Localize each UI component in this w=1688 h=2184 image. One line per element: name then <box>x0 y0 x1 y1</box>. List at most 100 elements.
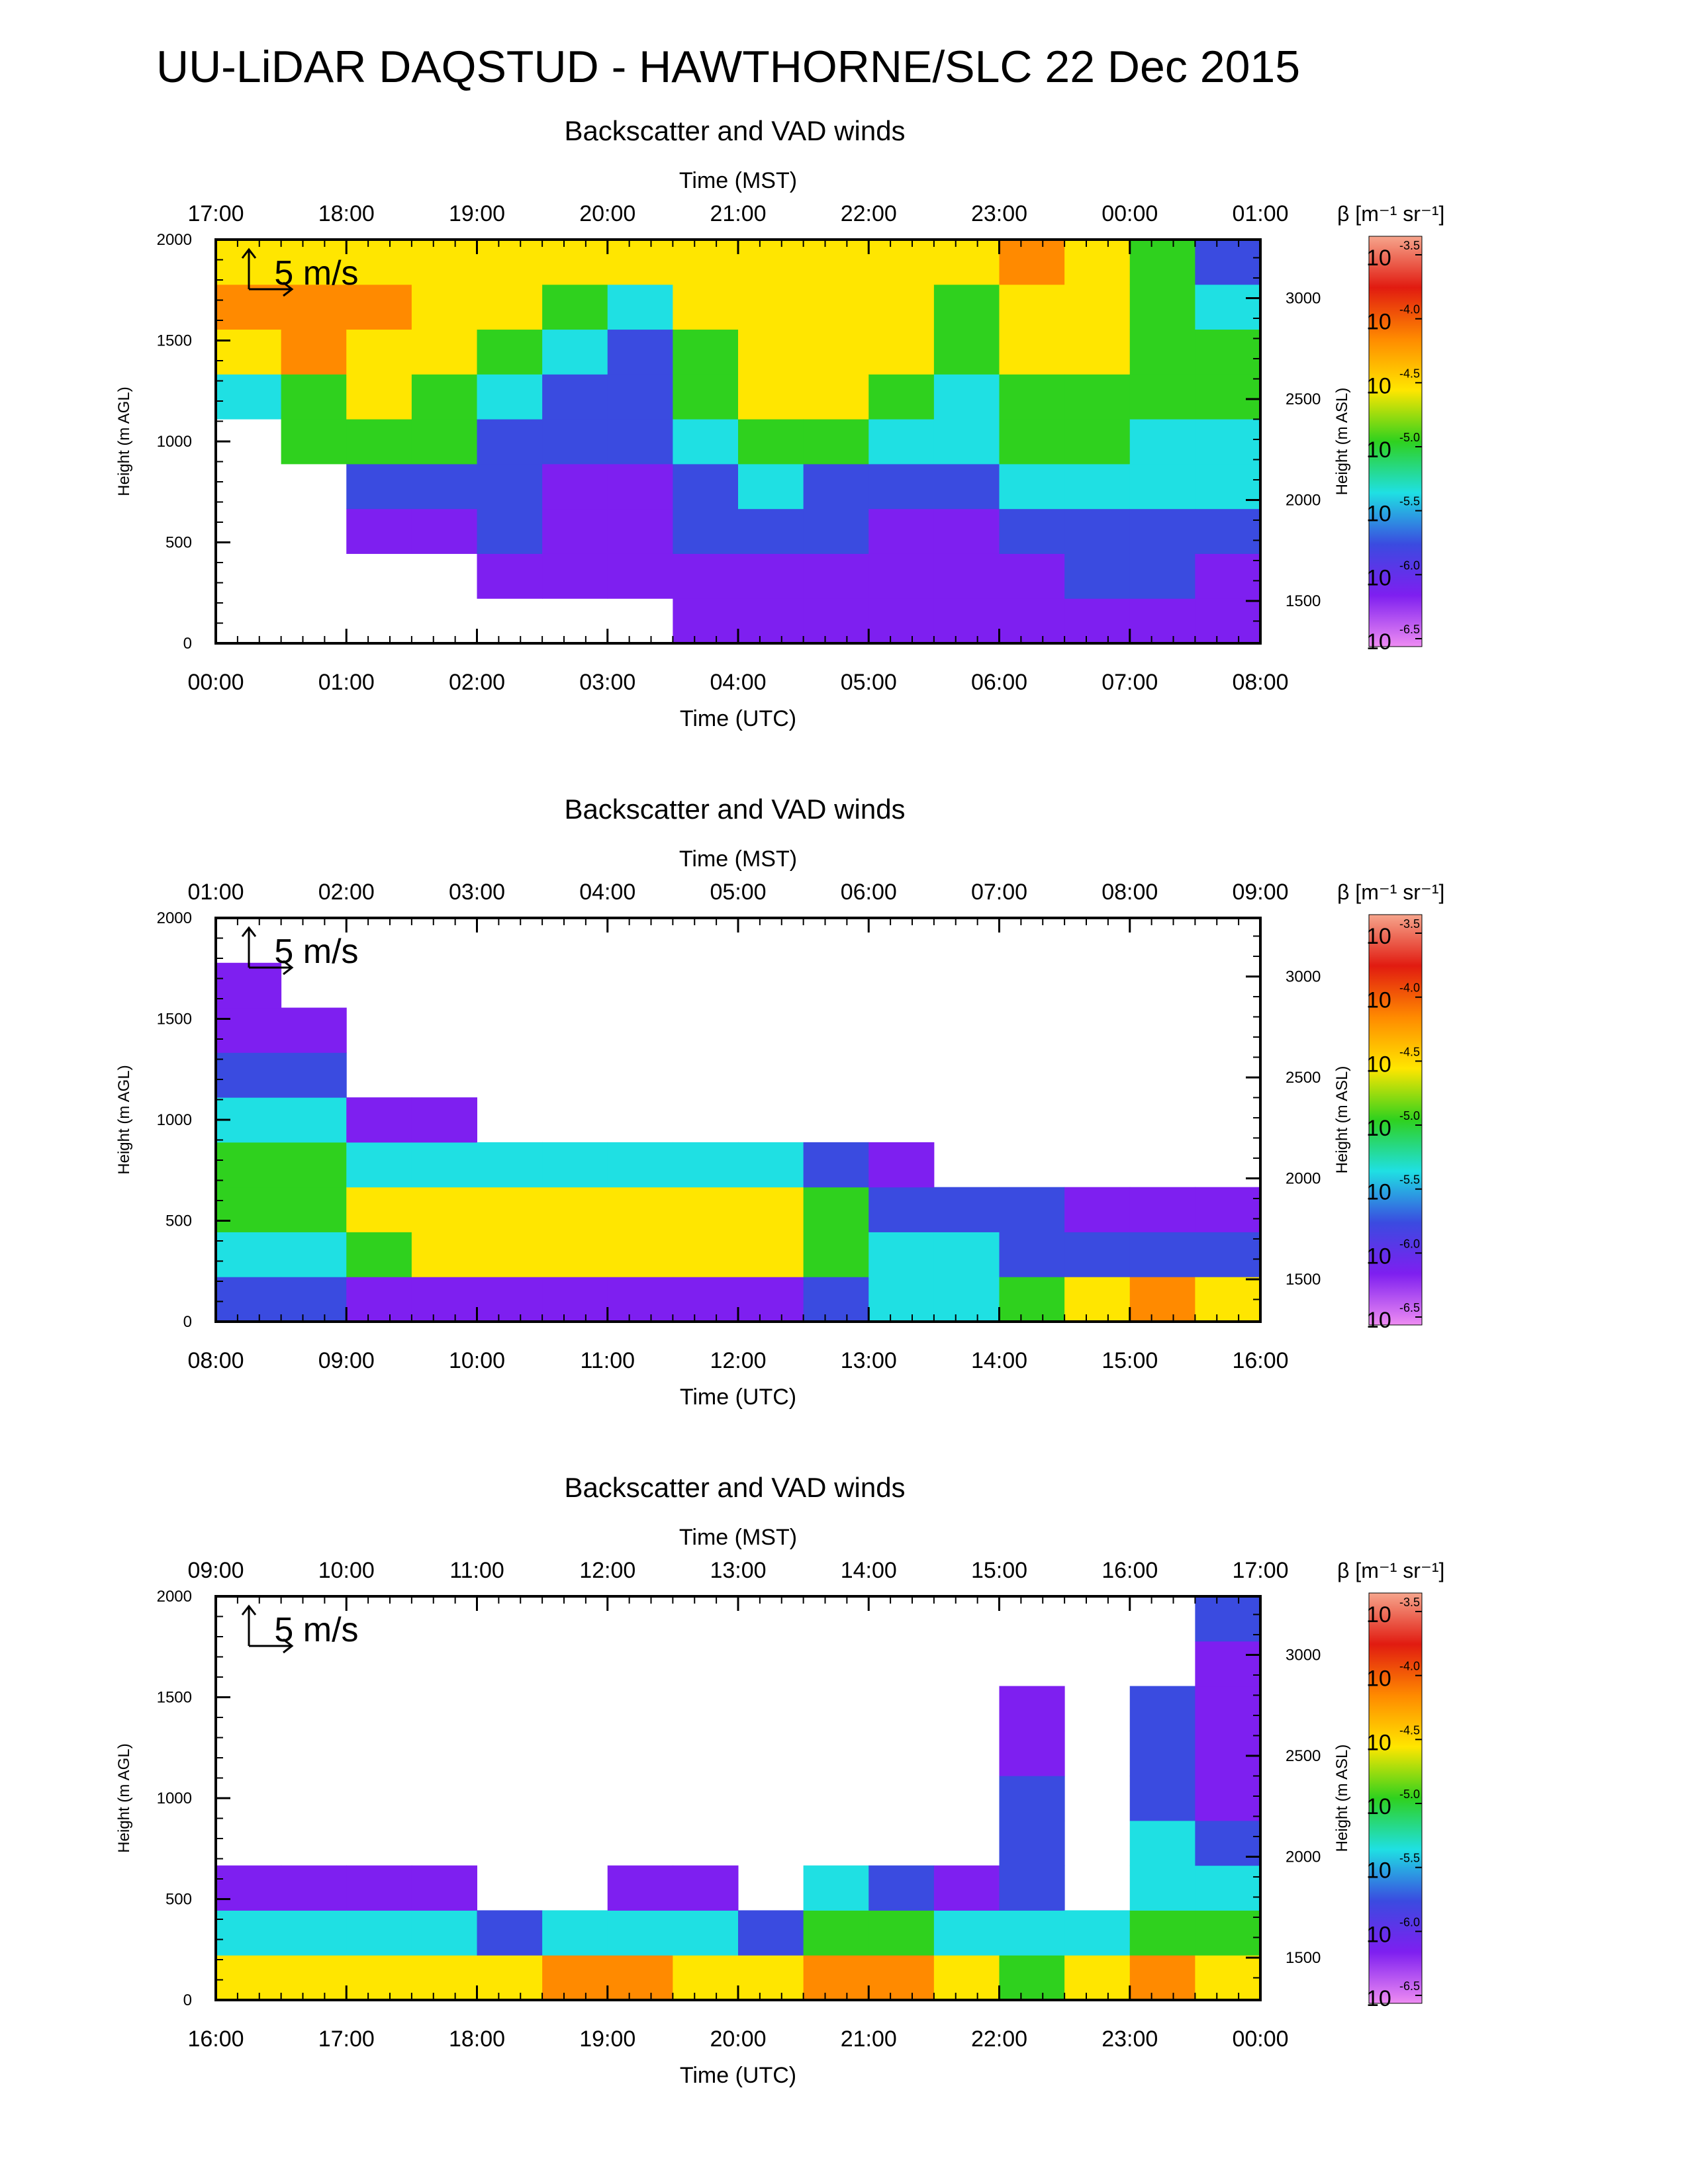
colorbar-tick-exponent: -5.0 <box>1399 1109 1420 1122</box>
panel-title: Backscatter and VAD winds <box>564 115 905 146</box>
heatmap-cell <box>1064 598 1131 644</box>
heatmap-cell <box>411 1097 477 1143</box>
y-tick-label: 1000 <box>157 1111 192 1129</box>
heatmap-cell <box>868 1187 935 1232</box>
heatmap-cell <box>346 1277 412 1322</box>
heatmap-cell <box>216 1955 282 2001</box>
x-tick-label-top: 05:00 <box>710 880 766 905</box>
colorbar-tick-exponent: -6.5 <box>1399 1301 1420 1314</box>
y-tick-label-right: 2500 <box>1286 1069 1321 1087</box>
heatmap-cell <box>477 419 543 465</box>
heatmap-cell <box>1129 1820 1196 1866</box>
heatmap-cell <box>1064 1277 1131 1322</box>
heatmap-cell <box>1195 329 1261 375</box>
heatmap-cell <box>803 329 869 375</box>
heatmap-cell <box>999 1955 1065 2001</box>
top-axis-label: Time (MST) <box>679 168 797 193</box>
heatmap-cell <box>738 1232 804 1277</box>
heatmap-cell <box>411 508 477 554</box>
heatmap-cell <box>999 1776 1065 1821</box>
heatmap-cell <box>803 508 869 554</box>
heatmap-cell <box>477 1142 543 1188</box>
heatmap-cell <box>542 553 608 599</box>
x-tick-label-top: 12:00 <box>579 1558 635 1583</box>
x-tick-label: 16:00 <box>1232 1348 1288 1373</box>
left-axis-label: Height (m AGL) <box>115 1065 133 1174</box>
colorbar-tick-exponent: -3.5 <box>1399 917 1420 931</box>
heatmap-cell <box>999 1731 1065 1776</box>
heatmap-cell <box>868 1277 935 1322</box>
heatmap-cell <box>346 1910 412 1956</box>
colorbar-label: β [m⁻¹ sr⁻¹] <box>1337 1559 1444 1582</box>
colorbar-tick-label: 10 <box>1366 988 1391 1013</box>
heatmap-cell <box>281 1007 347 1053</box>
heatmap-cell <box>411 1910 477 1956</box>
heatmap-cell <box>933 1187 1000 1232</box>
panel-2: Backscatter and VAD winds Time (MST) 08:00… <box>115 794 1444 1410</box>
x-tick-label: 19:00 <box>579 2026 635 2052</box>
heatmap-cell <box>281 374 347 420</box>
heatmap-cell <box>607 553 673 599</box>
heatmap-cell <box>673 553 739 599</box>
heatmap-cell <box>607 1865 673 1911</box>
heatmap-cell <box>542 1232 608 1277</box>
heatmap-cell <box>1195 1776 1261 1821</box>
x-tick-label: 18:00 <box>449 2026 505 2052</box>
page-title: UU-LiDAR DAQSTUD - HAWTHORNE/SLC 22 Dec … <box>156 42 1301 92</box>
heatmap-cell <box>281 1142 347 1188</box>
heatmap-cell <box>999 1277 1065 1322</box>
heatmap-cell <box>738 598 804 644</box>
heatmap-cell <box>999 329 1065 375</box>
x-tick-label-top: 17:00 <box>1232 1558 1288 1583</box>
heatmap-cell <box>803 1187 869 1232</box>
heatmap-cell <box>999 1910 1065 1956</box>
heatmap-cell <box>868 553 935 599</box>
heatmap-cell <box>346 1187 412 1232</box>
colorbar: β [m⁻¹ sr⁻¹] 10 -3.5 10 -4.0 10 -4.5 10 -5.0 10 -5… <box>1337 202 1444 655</box>
heatmap-cell <box>542 1277 608 1322</box>
heatmap-cell <box>1195 1955 1261 2001</box>
heatmap-cell <box>1129 284 1196 330</box>
heatmap-cell <box>1195 553 1261 599</box>
y-tick-label: 0 <box>183 1991 192 2009</box>
heatmap-cell <box>673 1955 739 2001</box>
x-tick-label-top: 02:00 <box>318 880 375 905</box>
top-axis-label: Time (MST) <box>679 1525 797 1550</box>
heatmap-cell <box>803 1277 869 1322</box>
heatmap-cell <box>673 284 739 330</box>
heatmap-cell <box>216 962 282 1009</box>
heatmap-cell <box>1195 508 1261 554</box>
heatmap-cell <box>999 240 1065 285</box>
heatmap-cell <box>1195 1187 1261 1232</box>
heatmap-cell <box>1129 1865 1196 1911</box>
heatmap-cell <box>738 1910 804 1956</box>
heatmap-cell <box>868 329 935 375</box>
heatmap-cell <box>477 240 543 285</box>
heatmap-cell <box>868 240 935 285</box>
heatmap-cell <box>673 240 739 285</box>
heatmap-cell <box>1195 1277 1261 1322</box>
x-tick-label: 11:00 <box>580 1348 635 1373</box>
heatmap-cell <box>1195 1596 1261 1642</box>
heatmap-cell <box>1129 508 1196 554</box>
y-tick-label-right: 2000 <box>1286 1169 1321 1187</box>
heatmap-cell <box>803 598 869 644</box>
heatmap-cell <box>933 553 1000 599</box>
heatmap-cell <box>933 598 1000 644</box>
heatmap-cell <box>346 419 412 465</box>
heatmap-cell <box>542 463 608 510</box>
bottom-axis-label: Time (UTC) <box>680 1385 796 1410</box>
heatmap-cell <box>1195 419 1261 465</box>
heatmap-cell <box>607 1232 673 1277</box>
left-axis-label: Height (m AGL) <box>115 1743 133 1852</box>
heatmap-cell <box>673 1277 739 1322</box>
heatmap-cell <box>216 374 282 420</box>
heatmap-cell <box>346 240 412 285</box>
heatmap-cell <box>1064 1910 1131 1956</box>
heatmap-cell <box>1064 463 1131 510</box>
heatmap-cell <box>673 374 739 420</box>
colorbar-tick-label: 10 <box>1366 924 1391 949</box>
y-tick-label: 1500 <box>157 1011 192 1028</box>
heatmap-cell <box>477 508 543 554</box>
heatmap-cell <box>999 508 1065 554</box>
